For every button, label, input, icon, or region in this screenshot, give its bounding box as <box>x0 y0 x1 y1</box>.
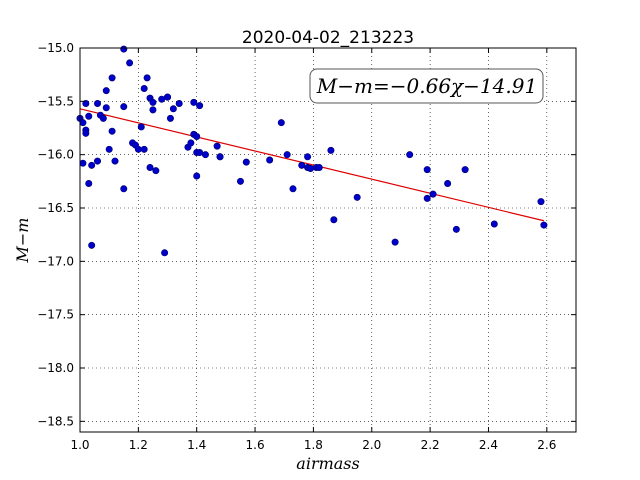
data-point <box>120 185 128 193</box>
data-point <box>289 185 297 193</box>
equation-box-frame <box>309 68 544 104</box>
x-tick-label: 1.2 <box>129 438 148 452</box>
data-point <box>461 166 469 174</box>
x-tick-label: 1.8 <box>304 438 323 452</box>
data-point <box>537 198 545 206</box>
data-point <box>304 153 312 161</box>
data-point <box>137 123 145 131</box>
data-point <box>406 151 414 159</box>
x-tick-label: 1.6 <box>246 438 265 452</box>
data-point <box>126 59 134 67</box>
data-point <box>423 166 431 174</box>
data-point <box>452 225 460 233</box>
fit-line <box>79 108 545 222</box>
x-tick-label: 1.0 <box>70 438 89 452</box>
data-point <box>120 103 128 111</box>
data-point <box>79 159 87 167</box>
data-point <box>242 158 250 166</box>
x-tick-label: 1.4 <box>187 438 206 452</box>
fit-layer <box>79 108 545 222</box>
data-point <box>164 93 172 101</box>
data-point <box>94 157 102 165</box>
data-point <box>152 167 160 175</box>
data-point <box>444 179 452 187</box>
data-point <box>143 74 151 82</box>
chart-title: 2020-04-02_213223 <box>242 28 414 48</box>
data-point <box>88 241 96 249</box>
data-point <box>196 102 204 110</box>
data-point <box>140 145 148 153</box>
x-tick-label: 2.6 <box>537 438 556 452</box>
data-point <box>490 220 498 228</box>
data-point <box>149 98 157 106</box>
data-point <box>540 221 548 229</box>
data-point <box>146 163 154 171</box>
data-point <box>306 165 314 173</box>
data-point <box>105 145 113 153</box>
data-point <box>213 142 221 150</box>
data-point <box>82 129 90 137</box>
data-point <box>79 119 87 127</box>
data-point <box>236 177 244 185</box>
points-layer <box>76 45 548 257</box>
data-point <box>277 119 285 127</box>
data-point <box>134 145 142 153</box>
y-tick-label: −17.0 <box>37 254 74 268</box>
x-tick-label: 2.2 <box>421 438 440 452</box>
data-point <box>111 157 119 165</box>
data-point <box>266 156 274 164</box>
y-tick-label: −17.5 <box>37 308 74 322</box>
data-point <box>193 172 201 180</box>
data-point <box>196 149 204 157</box>
data-point <box>327 146 335 154</box>
data-point <box>85 179 93 187</box>
data-point <box>283 151 291 159</box>
data-point <box>423 194 431 202</box>
data-point <box>201 151 209 159</box>
data-point <box>108 74 116 82</box>
y-tick-label: −15.5 <box>37 94 74 108</box>
data-point <box>82 99 90 107</box>
data-point <box>166 114 174 122</box>
data-point <box>216 153 224 161</box>
fit-equation: M−m=−0.66χ−14.91 <box>316 74 537 98</box>
y-axis-label: M−m <box>13 218 32 264</box>
ticks-layer: 1.0 1.2 1.4 1.6 1.8 2.0 2.2 2.4 2.6 −15.0 −15.5 −16… <box>37 41 576 452</box>
data-point <box>158 95 166 103</box>
data-point <box>187 139 195 147</box>
data-point <box>353 193 361 201</box>
data-point <box>140 85 148 93</box>
data-point <box>169 105 177 113</box>
data-point <box>94 99 102 107</box>
equation-box: M−m=−0.66χ−14.91 <box>309 68 544 104</box>
data-point <box>88 161 96 169</box>
data-point <box>85 112 93 120</box>
y-tick-label: −18.5 <box>37 414 74 428</box>
y-tick-label: −16.0 <box>37 148 74 162</box>
data-point <box>108 127 116 135</box>
data-point <box>149 106 157 114</box>
plot-frame <box>79 47 577 433</box>
data-point <box>102 87 110 95</box>
data-point <box>193 133 201 141</box>
data-point <box>120 45 128 53</box>
x-tick-label: 2.0 <box>362 438 381 452</box>
data-point <box>190 98 198 106</box>
x-axis-label: airmass <box>296 454 359 473</box>
data-point <box>161 249 169 257</box>
y-tick-label: −16.5 <box>37 201 74 215</box>
y-tick-label: −15.0 <box>37 41 74 55</box>
data-point <box>429 190 437 198</box>
y-tick-label: −18.0 <box>37 361 74 375</box>
x-tick-label: 2.4 <box>479 438 498 452</box>
data-point <box>175 99 183 107</box>
data-point <box>330 216 338 224</box>
data-point <box>102 104 110 112</box>
data-point <box>315 163 323 171</box>
data-point <box>99 114 107 122</box>
data-point <box>391 238 399 246</box>
data-point <box>298 161 306 169</box>
